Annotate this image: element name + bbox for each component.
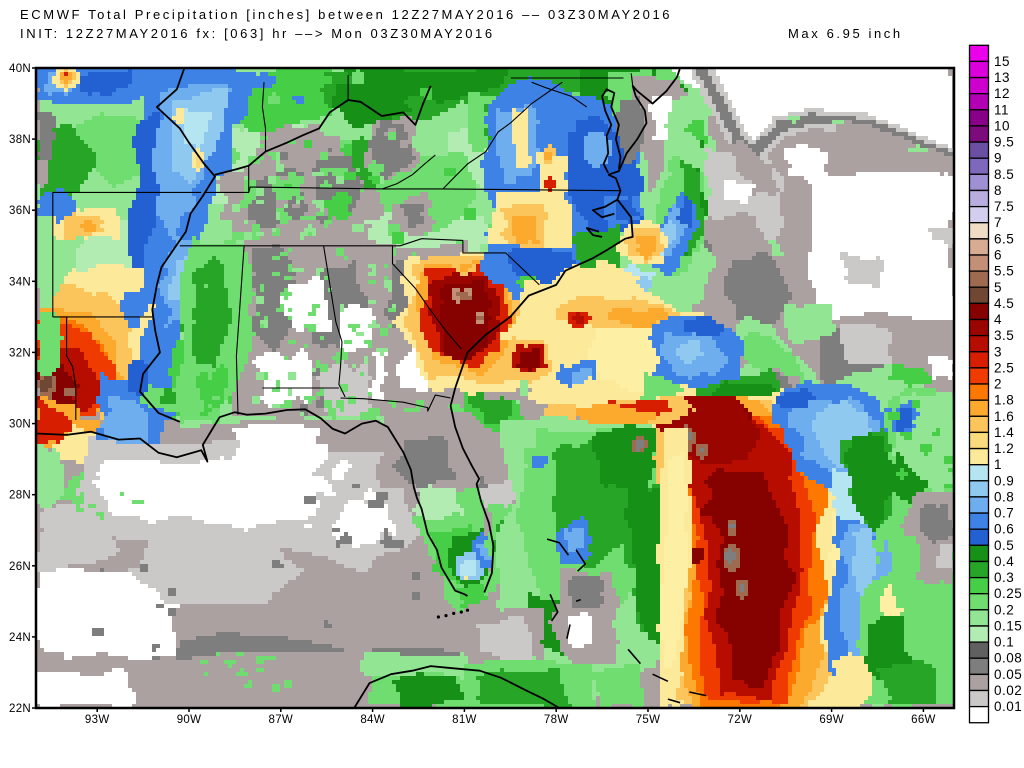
svg-text:0.01: 0.01 xyxy=(994,699,1022,714)
svg-text:28N: 28N xyxy=(9,490,31,502)
svg-text:6.5: 6.5 xyxy=(994,231,1014,246)
svg-text:78W: 78W xyxy=(544,714,569,726)
svg-text:5: 5 xyxy=(994,280,1002,295)
svg-text:69W: 69W xyxy=(819,714,844,726)
svg-text:1.6: 1.6 xyxy=(994,409,1014,424)
svg-text:0.08: 0.08 xyxy=(994,651,1022,666)
svg-text:38N: 38N xyxy=(9,134,31,146)
svg-text:0.15: 0.15 xyxy=(994,619,1022,634)
svg-text:75W: 75W xyxy=(636,714,661,726)
svg-text:0.25: 0.25 xyxy=(994,586,1022,601)
svg-text:INIT: 12Z27MAY2016 fx: [063] h: INIT: 12Z27MAY2016 fx: [063] hr ––> Mon … xyxy=(20,26,495,41)
svg-text:87W: 87W xyxy=(269,714,294,726)
svg-text:10: 10 xyxy=(994,118,1010,133)
svg-text:40N: 40N xyxy=(9,63,31,75)
svg-text:8.5: 8.5 xyxy=(994,167,1014,182)
svg-text:4: 4 xyxy=(994,312,1002,327)
svg-text:8: 8 xyxy=(994,183,1002,198)
svg-text:66W: 66W xyxy=(911,714,936,726)
svg-text:3: 3 xyxy=(994,344,1002,359)
svg-text:81W: 81W xyxy=(452,714,477,726)
svg-text:2.5: 2.5 xyxy=(994,360,1014,375)
svg-text:0.2: 0.2 xyxy=(994,602,1014,617)
svg-text:0.9: 0.9 xyxy=(994,473,1014,488)
svg-text:0.05: 0.05 xyxy=(994,667,1022,682)
svg-text:7.5: 7.5 xyxy=(994,199,1014,214)
svg-text:26N: 26N xyxy=(9,561,31,573)
svg-text:0.02: 0.02 xyxy=(994,683,1022,698)
svg-text:0.1: 0.1 xyxy=(994,635,1014,650)
svg-text:34N: 34N xyxy=(9,276,31,288)
svg-text:22N: 22N xyxy=(9,703,31,715)
svg-text:0.4: 0.4 xyxy=(994,554,1014,569)
svg-text:11: 11 xyxy=(994,102,1009,117)
svg-text:5.5: 5.5 xyxy=(994,264,1014,279)
svg-text:1: 1 xyxy=(994,457,1002,472)
svg-text:4.5: 4.5 xyxy=(994,296,1014,311)
svg-text:32N: 32N xyxy=(9,347,31,359)
svg-text:84W: 84W xyxy=(360,714,385,726)
svg-text:0.5: 0.5 xyxy=(994,538,1014,553)
svg-text:0.8: 0.8 xyxy=(994,489,1014,504)
svg-text:93W: 93W xyxy=(85,714,110,726)
svg-text:12: 12 xyxy=(994,86,1010,101)
svg-text:90W: 90W xyxy=(177,714,202,726)
svg-text:24N: 24N xyxy=(9,632,31,644)
svg-text:13: 13 xyxy=(994,70,1010,85)
svg-text:0.3: 0.3 xyxy=(994,570,1014,585)
svg-text:1.4: 1.4 xyxy=(994,425,1014,440)
svg-text:36N: 36N xyxy=(9,205,31,217)
svg-text:0.6: 0.6 xyxy=(994,522,1014,537)
svg-text:30N: 30N xyxy=(9,419,31,431)
svg-text:15: 15 xyxy=(994,54,1010,69)
svg-text:72W: 72W xyxy=(728,714,753,726)
svg-text:7: 7 xyxy=(994,215,1002,230)
svg-text:ECMWF Total Precipitation [inc: ECMWF Total Precipitation [inches] betwe… xyxy=(20,7,672,22)
svg-text:3.5: 3.5 xyxy=(994,328,1014,343)
svg-text:1.2: 1.2 xyxy=(994,441,1014,456)
svg-text:6: 6 xyxy=(994,248,1002,263)
svg-text:9.5: 9.5 xyxy=(994,135,1014,150)
svg-text:Max 6.95 inch: Max 6.95 inch xyxy=(788,26,903,41)
svg-text:9: 9 xyxy=(994,151,1002,166)
svg-text:0.7: 0.7 xyxy=(994,506,1014,521)
svg-text:1.8: 1.8 xyxy=(994,393,1014,408)
svg-text:2: 2 xyxy=(994,377,1002,392)
